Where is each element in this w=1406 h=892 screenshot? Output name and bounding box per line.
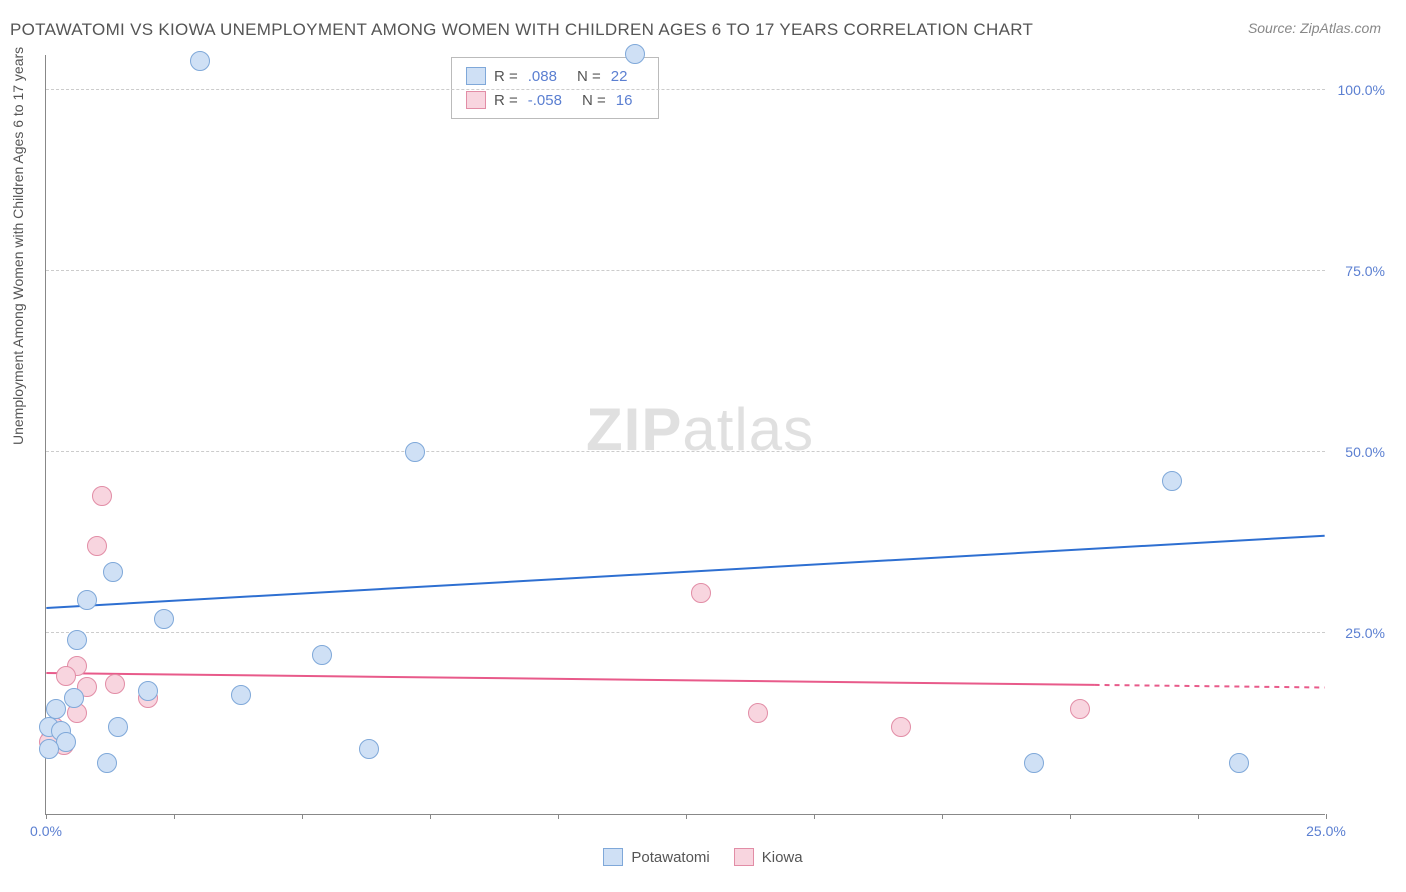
- gridline-h: [46, 632, 1325, 633]
- scatter-point: [748, 703, 768, 723]
- n-label: N =: [577, 68, 601, 85]
- y-tick-label: 50.0%: [1330, 444, 1385, 460]
- scatter-point: [92, 486, 112, 506]
- r-label: R =: [494, 92, 518, 109]
- r-value: -.058: [528, 92, 562, 109]
- scatter-point: [312, 645, 332, 665]
- scatter-point: [77, 590, 97, 610]
- stats-row: R = -.058 N = 16: [466, 88, 644, 112]
- scatter-point: [97, 753, 117, 773]
- plot-area: ZIPatlas R =.088N =22R =-.058N =16 25.0%…: [45, 55, 1325, 815]
- scatter-point: [154, 609, 174, 629]
- x-tick: [46, 814, 47, 819]
- scatter-point: [67, 630, 87, 650]
- y-tick-label: 25.0%: [1330, 625, 1385, 641]
- legend-swatch: [466, 67, 486, 85]
- y-axis-title: Unemployment Among Women with Children A…: [10, 47, 26, 445]
- stats-row: R = .088 N = 22: [466, 64, 644, 88]
- footer-legend-label: Potawatomi: [631, 849, 709, 866]
- trend-line: [46, 536, 1324, 608]
- scatter-point: [691, 583, 711, 603]
- scatter-point: [56, 732, 76, 752]
- x-tick: [1070, 814, 1071, 819]
- x-tick: [1326, 814, 1327, 819]
- n-value: 22: [611, 68, 628, 85]
- scatter-point: [1070, 699, 1090, 719]
- footer-legend: Potawatomi Kiowa: [0, 848, 1406, 870]
- scatter-point: [1229, 753, 1249, 773]
- x-tick: [430, 814, 431, 819]
- x-tick: [174, 814, 175, 819]
- scatter-point: [359, 739, 379, 759]
- gridline-h: [46, 451, 1325, 452]
- x-tick-label: 0.0%: [30, 823, 62, 839]
- r-value: .088: [528, 68, 557, 85]
- x-tick: [814, 814, 815, 819]
- gridline-h: [46, 270, 1325, 271]
- scatter-point: [108, 717, 128, 737]
- scatter-point: [1162, 471, 1182, 491]
- trend-line: [46, 673, 1094, 685]
- n-label: N =: [582, 92, 606, 109]
- scatter-point: [103, 562, 123, 582]
- scatter-point: [405, 442, 425, 462]
- legend-swatch: [734, 848, 754, 866]
- y-tick-label: 100.0%: [1330, 82, 1385, 98]
- footer-legend-label: Kiowa: [762, 849, 803, 866]
- n-value: 16: [616, 92, 633, 109]
- x-tick-label: 25.0%: [1306, 823, 1346, 839]
- scatter-point: [138, 681, 158, 701]
- scatter-point: [1024, 753, 1044, 773]
- source-label: Source: ZipAtlas.com: [1248, 20, 1381, 36]
- trend-line-dashed: [1095, 685, 1325, 688]
- scatter-point: [105, 674, 125, 694]
- gridline-h: [46, 89, 1325, 90]
- x-tick: [942, 814, 943, 819]
- r-label: R =: [494, 68, 518, 85]
- footer-legend-item: Kiowa: [734, 848, 803, 866]
- y-tick-label: 75.0%: [1330, 263, 1385, 279]
- legend-swatch: [603, 848, 623, 866]
- scatter-point: [87, 536, 107, 556]
- scatter-point: [625, 44, 645, 64]
- x-tick: [302, 814, 303, 819]
- scatter-point: [891, 717, 911, 737]
- scatter-point: [190, 51, 210, 71]
- x-tick: [686, 814, 687, 819]
- scatter-point: [39, 739, 59, 759]
- x-tick: [558, 814, 559, 819]
- stats-legend-box: R = .088 N = 22 R = -.058 N = 16: [451, 57, 659, 119]
- scatter-point: [46, 699, 66, 719]
- legend-swatch: [466, 91, 486, 109]
- scatter-point: [56, 666, 76, 686]
- footer-legend-item: Potawatomi: [603, 848, 709, 866]
- chart-title: POTAWATOMI VS KIOWA UNEMPLOYMENT AMONG W…: [10, 20, 1033, 40]
- scatter-point: [64, 688, 84, 708]
- scatter-point: [231, 685, 251, 705]
- x-tick: [1198, 814, 1199, 819]
